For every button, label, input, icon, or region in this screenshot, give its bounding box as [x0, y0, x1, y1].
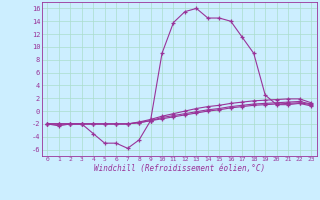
X-axis label: Windchill (Refroidissement éolien,°C): Windchill (Refroidissement éolien,°C) [94, 164, 265, 173]
